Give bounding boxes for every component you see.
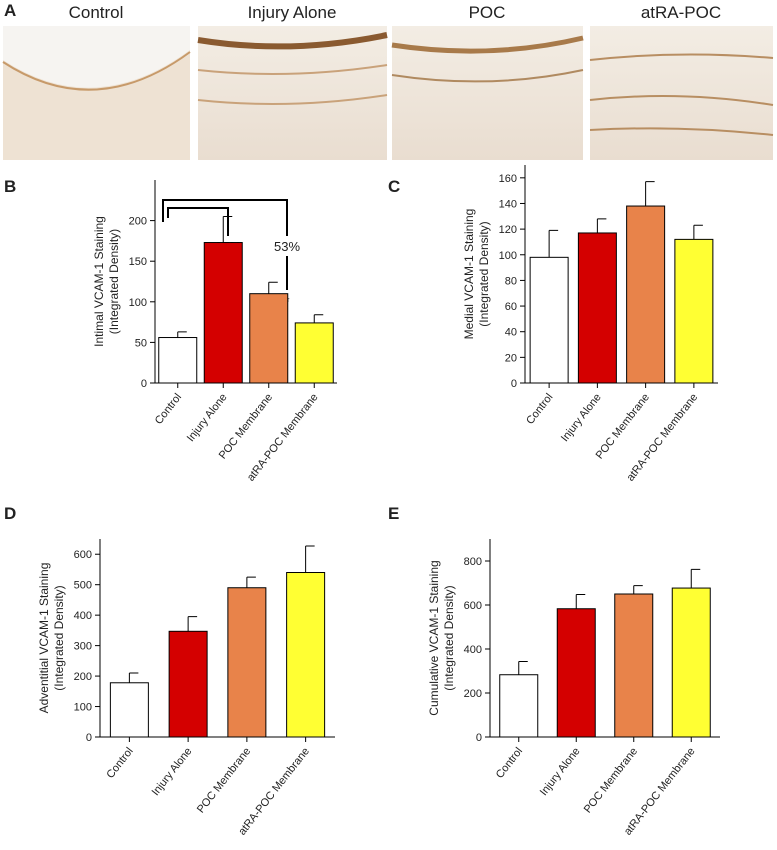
bar [203,242,243,384]
error-bar [690,568,701,589]
x-tick-label: Control [153,391,184,426]
image-title: POC [469,3,506,22]
panel-label: A [4,1,16,20]
y-axis-label: Cumulative VCAM-1 Staining [427,560,441,715]
bar [158,337,198,384]
y-axis-label: (Integrated Density) [442,585,456,690]
y-tick-label: 0 [511,378,517,390]
x-tick-label: POC Membrane [195,745,253,815]
x-tick-label: Control [104,745,135,780]
y-tick-label: 80 [505,275,517,287]
x-tick-label: Injury Alone [559,391,604,444]
y-axis-label: (Integrated Density) [52,585,66,690]
panel-label: C [388,177,400,196]
y-tick-label: 400 [464,644,482,656]
bar [109,682,149,738]
image-title: Control [69,3,124,22]
y-axis-label: (Integrated Density) [107,229,121,334]
y-tick-label: 150 [129,256,147,268]
tissue [589,53,774,136]
error-bar [575,593,586,609]
y-tick-label: 0 [476,732,482,744]
y-tick-label: 100 [129,297,147,309]
y-tick-label: 500 [74,580,92,592]
y-tick-label: 20 [505,352,517,364]
error-bar [128,672,139,683]
bar [614,593,654,738]
error-bar [633,585,643,594]
y-axis-label: Adventitial VCAM-1 Staining [37,563,51,714]
tissue [2,51,191,91]
y-tick-label: 200 [464,688,482,700]
y-axis-label: (Integrated Density) [477,221,491,326]
y-tick-label: 0 [86,732,92,744]
error-bar [246,576,256,588]
image-title: Injury Alone [248,3,337,22]
tissue [197,32,388,50]
error-bar [222,216,233,243]
error-bar [313,314,324,323]
error-bar [596,218,607,233]
error-bar [548,229,559,258]
bar [671,587,711,738]
bar [286,572,326,738]
bracket [162,199,288,290]
y-tick-label: 120 [499,224,517,236]
y-axis-label: Medial VCAM-1 Staining [462,209,476,340]
y-tick-label: 100 [74,702,92,714]
bar [168,630,208,738]
panel-label: B [4,177,16,196]
y-tick-label: 600 [464,600,482,612]
tissue [197,64,388,105]
y-tick-label: 200 [74,671,92,683]
y-tick-label: 200 [129,216,147,228]
error-bar [177,331,187,338]
x-tick-label: Injury Alone [538,745,583,798]
tissue [3,50,190,160]
x-tick-label: Injury Alone [185,391,230,444]
error-bar [187,616,198,632]
tissue [391,69,584,83]
annotation: 53% [274,239,300,254]
y-tick-label: 40 [505,327,517,339]
micrographs [2,26,774,160]
y-axis-label: Intimal VCAM-1 Staining [92,216,106,347]
y-tick-label: 400 [74,610,92,622]
panel-label: D [4,504,16,523]
bar [556,608,596,738]
y-tick-label: 100 [499,250,517,262]
y-tick-label: 160 [499,173,517,185]
bar [249,293,289,384]
y-tick-label: 0 [141,378,147,390]
panel-label: E [388,504,399,523]
x-tick-label: Control [524,391,555,426]
y-tick-label: 800 [464,556,482,568]
tissue [391,35,584,54]
error-bar [518,661,528,675]
x-tick-label: Control [494,745,525,780]
y-tick-label: 300 [74,641,92,653]
image-title: atRA-POC [641,3,721,22]
bar [674,238,714,384]
y-tick-label: 60 [505,301,517,313]
bar [626,205,666,384]
error-bar [268,281,278,294]
bar [499,674,539,738]
x-tick-label: POC Membrane [582,745,640,815]
image [590,26,773,160]
bar [227,587,267,738]
error-bar [645,181,655,207]
error-bar [305,545,315,573]
bar [294,322,334,384]
error-bar [693,224,703,240]
y-tick-label: 50 [135,337,147,349]
x-tick-label: Injury Alone [150,745,195,798]
bar [577,232,617,384]
bar [529,256,569,384]
y-tick-label: 600 [74,549,92,561]
y-tick-label: 140 [499,198,517,210]
